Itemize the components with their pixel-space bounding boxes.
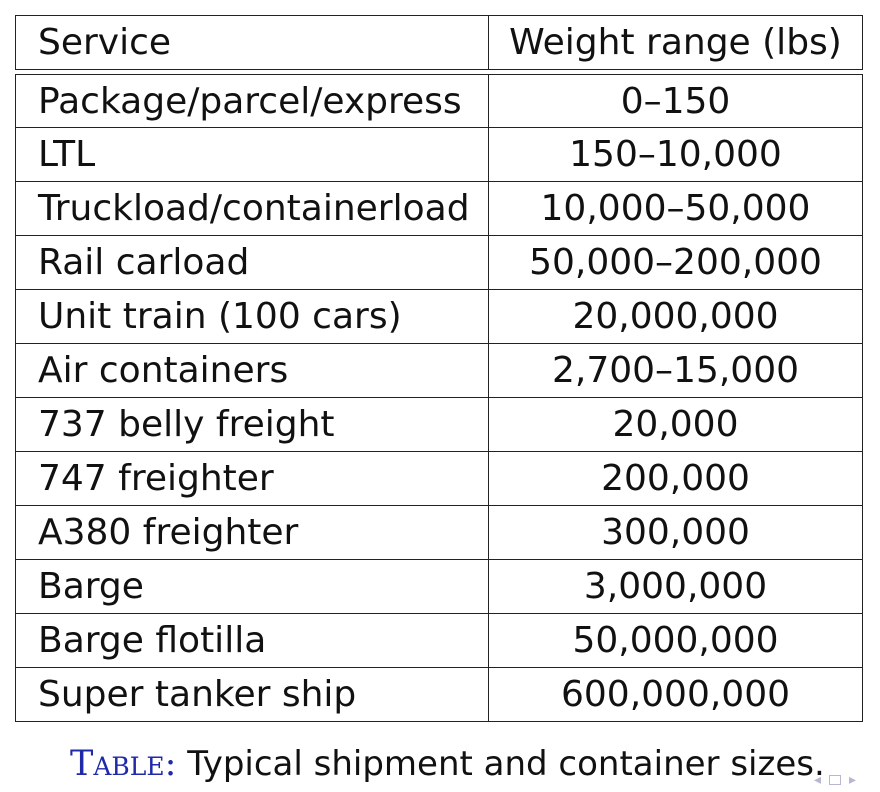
table-row: Unit train (100 cars) 20,000,000 <box>15 290 863 344</box>
weight-cell: 3,000,000 <box>583 566 768 607</box>
table-row: Barge 3,000,000 <box>15 560 863 614</box>
service-cell: Barge <box>16 560 489 613</box>
table-row: Truckload/containerload 10,000–50,000 <box>15 182 863 236</box>
weight-cell: 200,000 <box>601 458 750 499</box>
service-cell: 747 freighter <box>16 452 489 505</box>
service-cell: Truckload/containerload <box>16 182 489 235</box>
shipment-sizes-table: Service Weight range (lbs) Package/parce… <box>15 15 863 722</box>
weight-cell: 50,000–200,000 <box>529 242 822 283</box>
table-caption: Table: Typical shipment and container si… <box>70 744 825 784</box>
header-weight-range: Weight range (lbs) <box>509 22 842 63</box>
header-service: Service <box>16 16 489 69</box>
table-row: Barge flotilla 50,000,000 <box>15 614 863 668</box>
weight-cell: 600,000,000 <box>560 674 791 715</box>
service-cell: Package/parcel/express <box>16 75 489 127</box>
service-cell: LTL <box>16 128 489 181</box>
nav-right-arrow-icon[interactable]: ▸ <box>849 772 857 788</box>
service-cell: 737 belly freight <box>16 398 489 451</box>
table-row: LTL 150–10,000 <box>15 128 863 182</box>
nav-frame-icon[interactable] <box>829 775 842 785</box>
caption-label: Table: <box>70 744 177 784</box>
table-row: Package/parcel/express 0–150 <box>15 74 863 128</box>
table-row: Air containers 2,700–15,000 <box>15 344 863 398</box>
service-cell: Barge flotilla <box>16 614 489 667</box>
caption-text: Typical shipment and container sizes. <box>176 744 825 784</box>
nav-left-arrow-icon[interactable]: ◂ <box>814 772 822 788</box>
slide-navigation: ◂ ▸ <box>814 772 856 788</box>
table-row: Rail carload 50,000–200,000 <box>15 236 863 290</box>
table-row: 737 belly freight 20,000 <box>15 398 863 452</box>
weight-cell: 50,000,000 <box>572 620 779 661</box>
table-row: A380 freighter 300,000 <box>15 506 863 560</box>
table-row: 747 freighter 200,000 <box>15 452 863 506</box>
weight-cell: 150–10,000 <box>569 134 782 175</box>
weight-cell: 300,000 <box>601 512 750 553</box>
service-cell: Air containers <box>16 344 489 397</box>
weight-cell: 2,700–15,000 <box>551 350 800 391</box>
weight-cell: 20,000,000 <box>572 296 779 337</box>
service-cell: A380 freighter <box>16 506 489 559</box>
weight-cell: 10,000–50,000 <box>540 188 811 229</box>
service-cell: Unit train (100 cars) <box>16 290 489 343</box>
weight-cell: 0–150 <box>620 80 731 122</box>
table-row: Super tanker ship 600,000,000 <box>15 668 863 722</box>
weight-cell: 20,000 <box>612 404 739 445</box>
service-cell: Super tanker ship <box>16 668 489 721</box>
service-cell: Rail carload <box>16 236 489 289</box>
table-header-row: Service Weight range (lbs) <box>15 15 863 70</box>
